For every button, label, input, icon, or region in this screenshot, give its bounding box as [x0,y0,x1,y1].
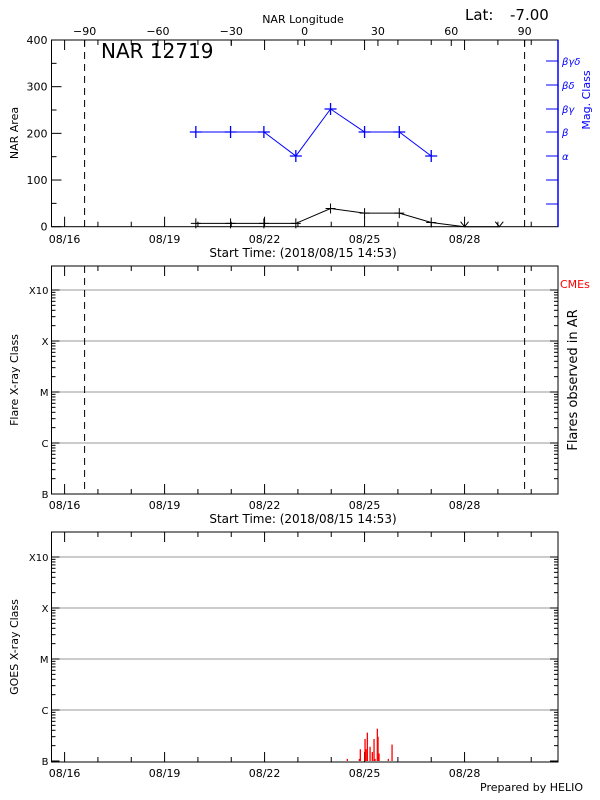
x-tick-label: 08/28 [449,499,481,512]
y-tick-label: M [40,655,49,666]
nar-area-point [394,208,405,219]
y-tick-label: C [42,706,49,717]
mag-class-point [358,126,371,138]
panel2-y2label: Flares observed in AR [566,309,581,450]
top-tick-label: −90 [73,25,96,38]
mag-class-tick-label: βγδ [561,57,580,68]
x-tick-label: 08/19 [149,767,181,780]
goes-flux-bar [371,752,374,761]
goes-flux-bar [364,739,366,761]
x-tick-label: 08/25 [349,499,381,512]
goes-flux-bar [391,744,393,761]
top-tick-label: −30 [220,25,243,38]
x-tick-label: 08/16 [49,233,81,246]
x-tick-label: 08/22 [249,233,281,246]
goes-flux-bar [365,749,367,761]
region-title: NAR 12719 [101,39,214,63]
panel1-xlabel: Start Time: (2018/08/15 14:53) [209,246,396,260]
y-tick-label: X10 [29,553,49,564]
x-tick-label: 08/19 [149,233,181,246]
nar-area-point [225,218,236,229]
x-tick-label: 08/19 [149,499,181,512]
x-tick-label: 08/28 [449,767,481,780]
goes-flux-bar [366,732,369,761]
goes-flux-bar [359,749,361,761]
mag-class-point [289,150,302,162]
y-tick-label: M [40,388,49,399]
goes-flux-bar [373,739,375,761]
mag-class-point [425,150,438,162]
mag-class-point [393,126,406,138]
nar-area-point [494,221,504,228]
helio-credit: Prepared by HELIO [480,781,583,794]
mag-class-tick-label: βδ [561,81,575,92]
cme-label: CMEs [560,278,590,291]
x-tick-label: 08/22 [249,767,281,780]
goes-flux-bar [358,758,360,761]
goes-flux-bar [378,753,380,761]
mag-class-point [224,126,237,138]
plot-frame [51,265,559,495]
y-tick-label: 200 [27,127,48,140]
panel1-ylabel: NAR Area [8,107,21,159]
nar-area-point [325,203,336,214]
y-tick-label: B [42,490,49,501]
top-tick-label: 90 [518,25,532,38]
y-tick-label: X10 [29,286,49,297]
mag-class-point [189,126,202,138]
plot-frame [51,39,559,228]
goes-flux-bar [346,758,349,761]
y-tick-label: 300 [27,81,48,94]
lat-label: Lat: [465,6,493,24]
nar-area-point [290,218,301,229]
top-axis-title: NAR Longitude [262,13,344,26]
y-tick-label: 100 [27,174,48,187]
nar-area-point [258,218,269,229]
panel3-ylabel: GOES X-ray Class [8,599,21,695]
nar-area-point [426,217,437,228]
y-tick-label: 400 [27,34,48,47]
top-tick-label: 30 [371,25,385,38]
y-tick-label: X [42,604,49,615]
panel2-xlabel: Start Time: (2018/08/15 14:53) [209,512,396,526]
panel1-y2label: Mag. Class [580,70,593,129]
nar-area-point [190,218,201,229]
mag-class-tick-label: β [561,128,569,139]
top-tick-label: 60 [444,25,458,38]
goes-flux-bar [387,758,389,761]
goes-flux-bar [377,736,379,761]
y-tick-label: B [42,757,49,768]
mag-class-point [324,103,337,115]
y-tick-label: X [42,337,49,348]
nar-area-point [460,221,469,228]
lat-value: -7.00 [510,6,549,24]
nar-area-line [195,207,500,228]
mag-class-point [257,126,270,138]
x-tick-label: 08/22 [249,499,281,512]
x-tick-label: 08/28 [449,233,481,246]
x-tick-label: 08/16 [49,767,81,780]
mag-class-tick-label: α [562,152,569,163]
x-tick-label: 08/16 [49,499,81,512]
plot-frame [51,531,559,763]
y-tick-label: C [42,439,49,450]
nar-area-point [359,208,370,219]
y-tick-label: 0 [41,221,48,234]
goes-flux-bar [374,758,376,761]
goes-flux-bar [376,728,379,761]
x-tick-label: 08/25 [349,767,381,780]
x-tick-label: 08/25 [349,233,381,246]
top-tick-label: −60 [146,25,169,38]
goes-flux-bar [369,746,371,761]
top-tick-label: 0 [301,25,308,38]
mag-class-tick-label: βγ [561,105,575,116]
panel2-ylabel: Flare X-ray Class [8,334,21,426]
